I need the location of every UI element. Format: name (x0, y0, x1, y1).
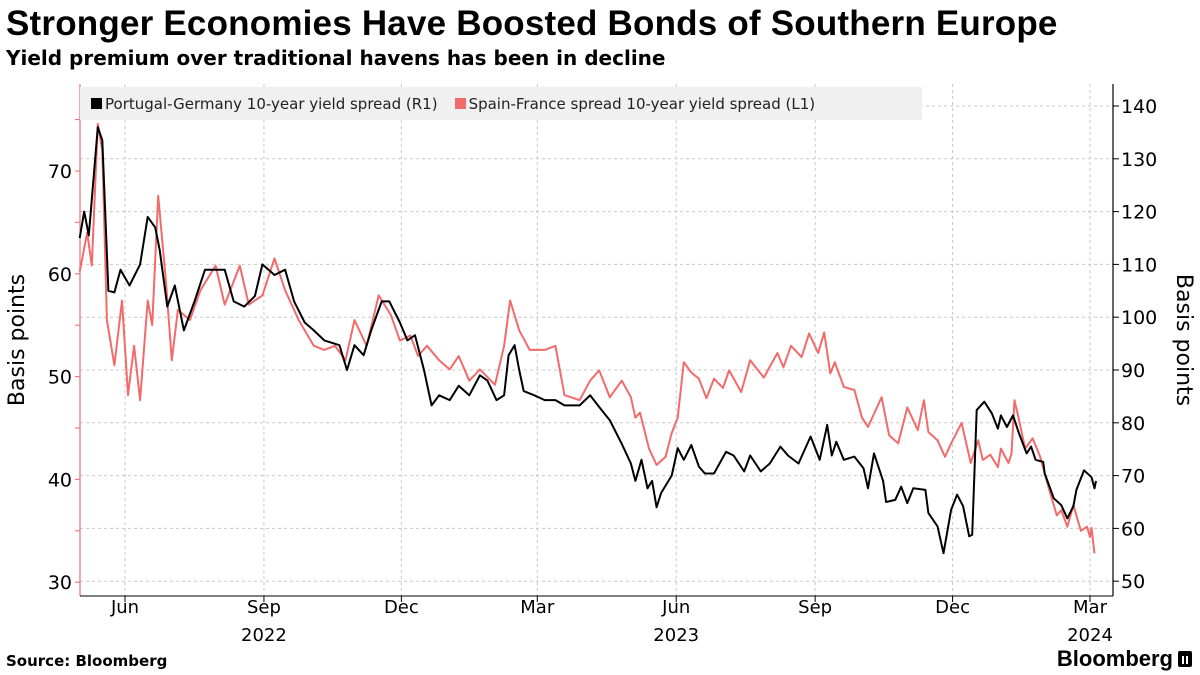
legend-label: Spain-France spread 10-year yield spread… (468, 94, 816, 113)
left-axis-tick-label: 30 (48, 572, 72, 594)
x-axis-tick-label: Dec (384, 597, 419, 618)
left-axis-tick-label: 70 (48, 161, 72, 183)
right-axis-tick-label: 110 (1121, 254, 1157, 276)
right-axis-tick-label: 70 (1121, 466, 1145, 488)
right-axis-tick-label: 120 (1121, 202, 1157, 224)
legend-swatch-red (454, 98, 466, 109)
right-axis-tick-label: 80 (1121, 413, 1145, 435)
legend-item-portugal-germany: Portugal-Germany 10-year yield spread (R… (91, 95, 438, 113)
logo-text: Bloomberg (1056, 646, 1173, 671)
left-axis-tick-label: 40 (48, 469, 72, 491)
legend: Portugal-Germany 10-year yield spread (R… (80, 87, 922, 120)
x-axis-year-label: 2024 (1067, 625, 1113, 646)
bloomberg-logo: Bloomberg (1057, 646, 1192, 672)
right-axis-tick-label: 130 (1121, 149, 1157, 171)
x-axis-year-label: 2022 (241, 625, 287, 646)
right-axis-tick-label: 90 (1121, 360, 1145, 382)
left-axis-tick-label: 60 (48, 264, 72, 286)
right-axis-tick-label: 100 (1121, 307, 1157, 329)
left-axis-tick-label: 50 (48, 367, 72, 389)
x-axis-tick-label: Jun (110, 597, 139, 618)
right-axis-tick-label: 50 (1121, 571, 1145, 593)
x-axis-tick-label: Sep (798, 597, 832, 618)
x-axis-tick-label: Sep (247, 597, 281, 618)
x-axis-tick-label: Mar (520, 597, 555, 618)
bloomberg-terminal-icon (1178, 651, 1192, 667)
right-axis-tick-label: 140 (1121, 96, 1157, 118)
legend-item-spain-france: Spain-France spread 10-year yield spread… (454, 94, 816, 113)
right-axis-tick-label: 60 (1121, 518, 1145, 540)
series-line-spain-france (78, 122, 1096, 554)
x-axis-tick-label: Jun (661, 597, 690, 618)
legend-swatch-black (91, 98, 102, 109)
chart-title: Stronger Economies Have Boosted Bonds of… (6, 4, 1058, 43)
source-note: Source: Bloomberg (6, 652, 168, 670)
left-axis-title: Basis points (5, 274, 30, 406)
x-axis-tick-label: Dec (935, 597, 970, 618)
series-line-portugal-germany (78, 126, 1097, 555)
x-axis-tick-label: Mar (1073, 597, 1108, 618)
chart-subtitle: Yield premium over traditional havens ha… (6, 46, 666, 70)
right-axis-title: Basis points (1171, 274, 1196, 406)
legend-label: Portugal-Germany 10-year yield spread (R… (105, 94, 438, 113)
x-axis-year-label: 2023 (653, 625, 699, 646)
